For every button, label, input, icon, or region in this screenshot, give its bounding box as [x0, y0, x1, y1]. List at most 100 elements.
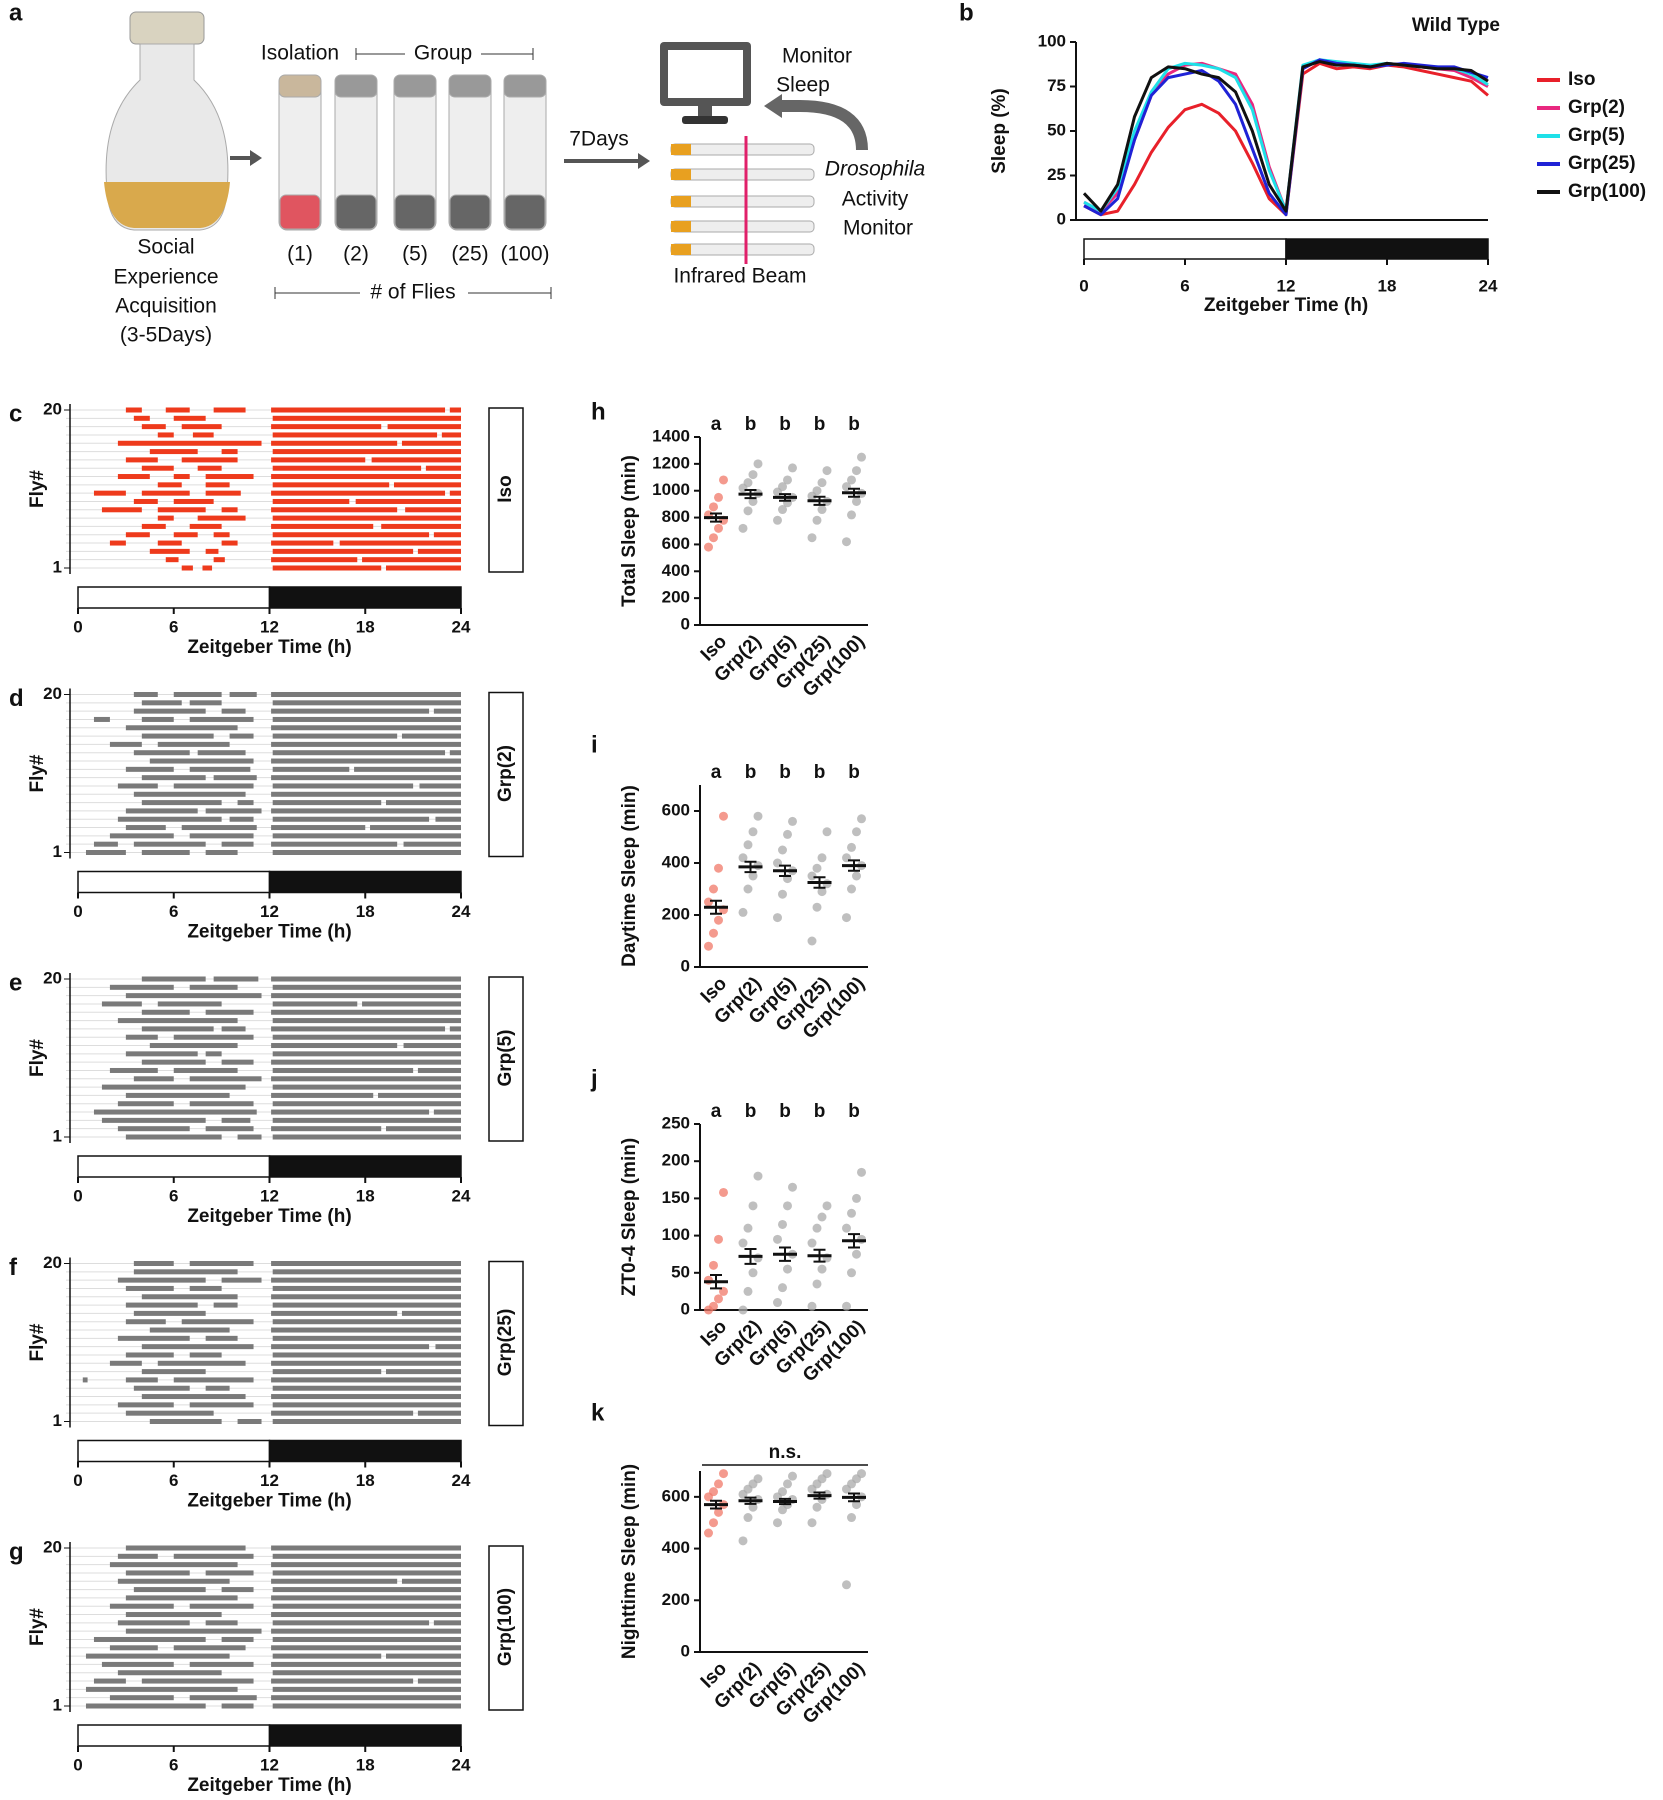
data-point	[817, 853, 827, 863]
data-point	[857, 1469, 866, 1479]
sleep-bout	[271, 825, 366, 831]
data-point	[812, 863, 822, 873]
group-label: Grp(100)	[495, 1588, 516, 1666]
data-point	[709, 1487, 718, 1497]
data-point	[714, 492, 723, 502]
data-point	[704, 1528, 713, 1538]
sleep-bout	[272, 800, 382, 806]
sleep-bout	[125, 1034, 158, 1040]
sleep-bout	[229, 816, 254, 822]
sleep-bout	[205, 1385, 230, 1391]
sleep-bout	[125, 1410, 214, 1416]
sleep-bout	[133, 841, 206, 847]
sleep-bout	[271, 557, 358, 563]
panel-label: a	[9, 0, 23, 26]
data-point	[807, 1238, 817, 1248]
food	[104, 182, 230, 228]
data-point	[778, 1219, 787, 1229]
sleep-bout	[197, 515, 246, 521]
y-tick-label: 800	[662, 507, 690, 526]
series-line	[1082, 60, 1489, 213]
sleep-bout	[197, 750, 246, 756]
sleep-bout	[109, 1645, 158, 1651]
significance-letter: a	[711, 762, 722, 783]
x-tick-label: 12	[260, 1186, 279, 1205]
x-tick-label: 24	[1479, 276, 1498, 295]
sleep-bout	[141, 465, 174, 471]
sleep-bout	[101, 1661, 174, 1667]
sleep-bout	[109, 741, 142, 747]
chart-title: Wild Type	[1412, 15, 1500, 36]
data-point	[778, 889, 787, 899]
sleep-bout	[271, 1076, 461, 1082]
data-point	[847, 1513, 856, 1523]
sleep-bout	[272, 532, 430, 538]
sleep-bout	[272, 700, 461, 706]
y-tick-label: 200	[662, 904, 690, 923]
y-tick-label: 250	[662, 1113, 690, 1132]
sleep-bout	[272, 515, 461, 521]
sleep-bout	[189, 716, 254, 722]
data-point	[812, 902, 822, 912]
sleep-bout	[271, 1109, 430, 1115]
data-point	[857, 1167, 866, 1177]
data-point	[807, 533, 817, 543]
schematic-text: Sleep	[776, 74, 830, 97]
data-point	[753, 459, 763, 469]
sleep-bout	[109, 833, 174, 839]
y-tick-label: 200	[662, 1590, 690, 1609]
data-point	[748, 470, 758, 480]
sleep-bout	[189, 984, 238, 990]
sleep-bout	[189, 1076, 262, 1082]
x-tick-label: 18	[356, 1186, 375, 1205]
data-point	[773, 913, 782, 923]
y-axis-label: Fly#	[27, 1608, 48, 1646]
sleep-bout	[272, 1703, 461, 1709]
sleep-bout	[271, 976, 461, 982]
sleep-bout	[205, 850, 238, 855]
legend-label: Grp(100)	[1568, 181, 1646, 202]
schematic-text: Monitor	[843, 217, 913, 240]
data-point	[778, 1487, 787, 1497]
sleep-bout	[141, 424, 166, 430]
sleep-bout	[205, 1051, 222, 1057]
group-box	[488, 691, 524, 858]
sleep-bout	[202, 565, 213, 571]
sleep-bout	[141, 1026, 214, 1032]
schematic-text: Drosophila	[825, 158, 925, 181]
legend-label: Grp(5)	[1568, 125, 1625, 146]
data-point	[812, 1279, 822, 1289]
sleep-bout	[173, 1553, 254, 1559]
schematic-text: Experience	[113, 266, 218, 289]
sleep-bout	[221, 708, 246, 714]
y-axis-label: Fly#	[27, 1039, 48, 1077]
data-point	[738, 853, 748, 863]
sleep-bout	[271, 1026, 446, 1032]
sleep-bout	[141, 800, 222, 806]
data-point	[842, 913, 851, 923]
sleep-bout	[272, 1653, 382, 1659]
sleep-bout	[272, 432, 438, 438]
data-point	[817, 478, 827, 488]
sleep-bout	[271, 1578, 398, 1584]
sleep-bout	[133, 1385, 190, 1391]
sleep-bout	[272, 1603, 461, 1609]
sleep-bout	[173, 415, 206, 421]
sleep-bout	[237, 1419, 262, 1424]
sleep-bout	[272, 1620, 430, 1626]
sleep-bout	[192, 432, 214, 438]
y-tick-label: 0	[1057, 209, 1066, 228]
sleep-bout	[133, 415, 150, 421]
sleep-bout	[385, 1653, 461, 1659]
sleep-bout	[93, 490, 126, 496]
data-point	[719, 1469, 728, 1479]
sleep-bout	[173, 532, 198, 538]
sleep-bout	[189, 833, 254, 839]
sleep-bout	[93, 1636, 206, 1642]
data-point	[748, 827, 758, 837]
sleep-bout	[181, 457, 238, 463]
sleep-bout	[125, 1570, 190, 1576]
x-tick-label: 12	[260, 1755, 279, 1774]
legend-label: Grp(25)	[1568, 153, 1636, 174]
sleep-bout	[133, 1310, 206, 1316]
